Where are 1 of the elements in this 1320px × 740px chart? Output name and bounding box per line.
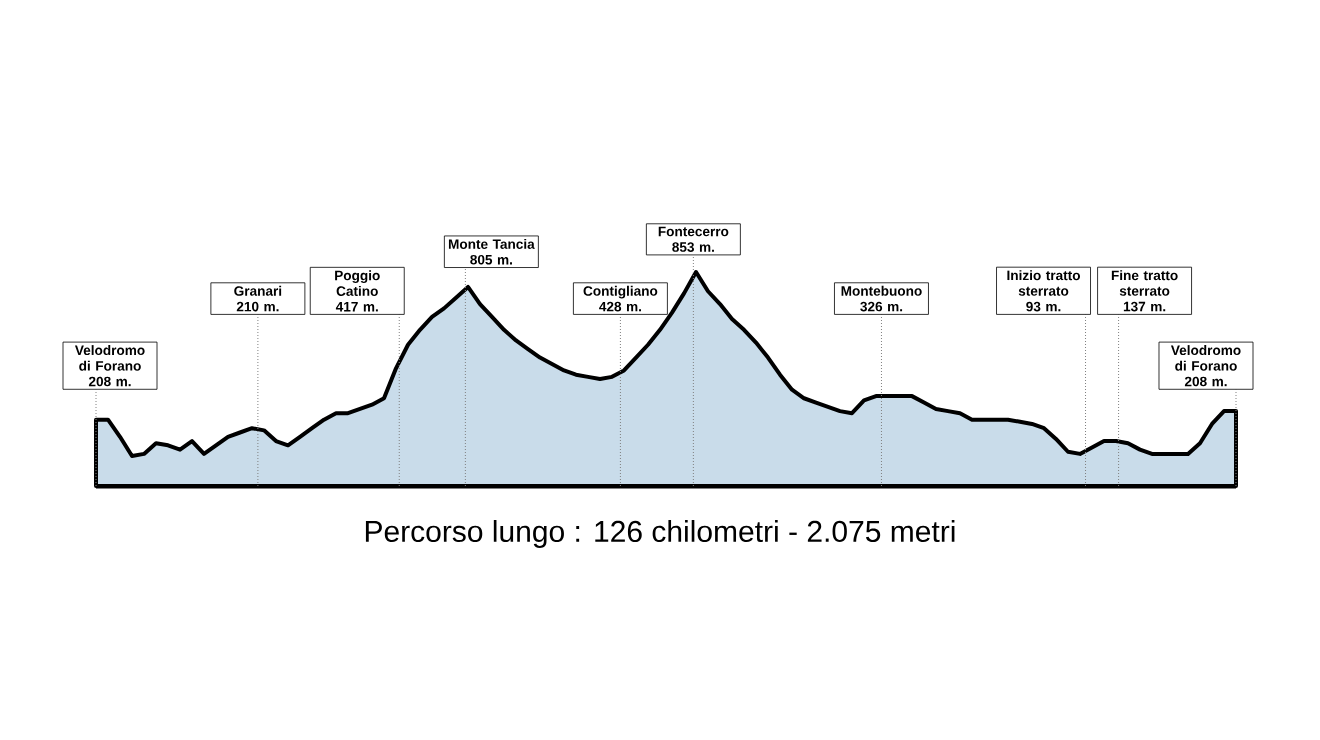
text: Percorso lungo : 126 chilometri - 2.075 metri bbox=[365, 520, 955, 548]
